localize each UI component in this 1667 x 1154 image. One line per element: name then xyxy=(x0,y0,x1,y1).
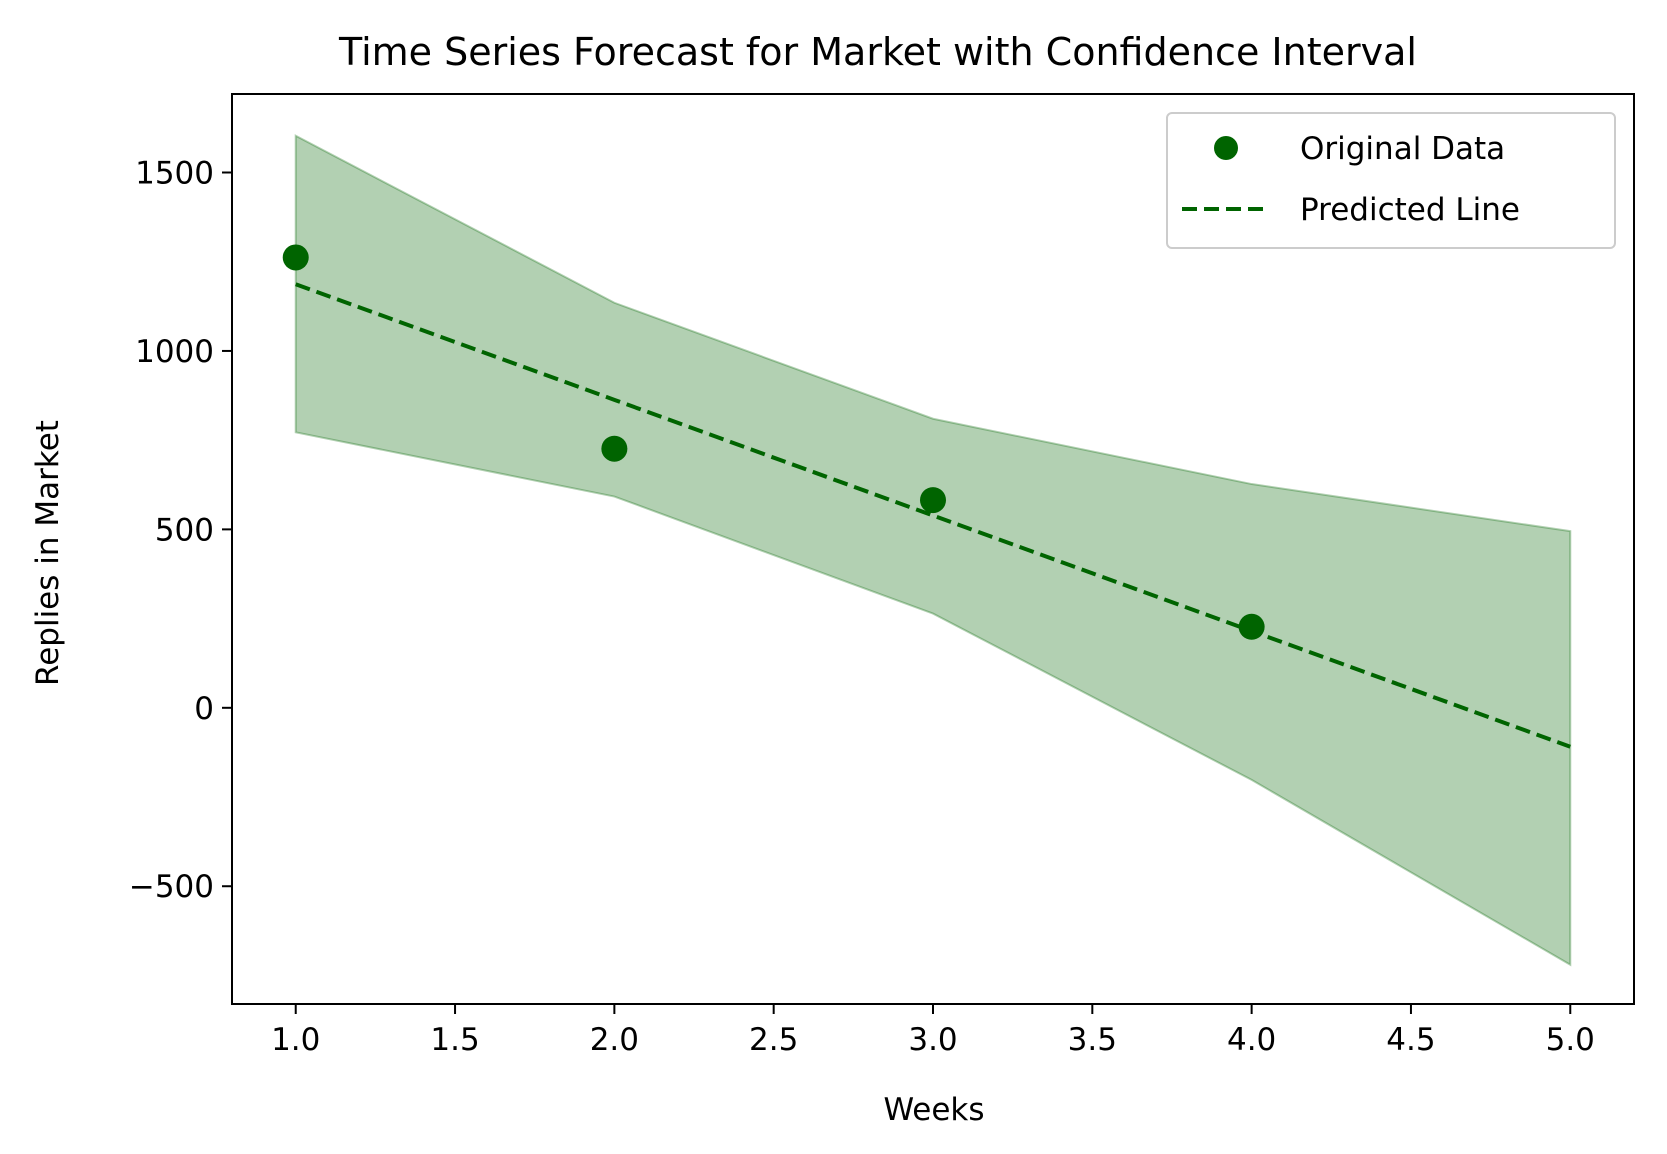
predicted-line xyxy=(295,282,1571,749)
data-point xyxy=(1238,613,1265,640)
x-tick-label: 4.5 xyxy=(1386,1022,1435,1058)
x-tick-label: 3.0 xyxy=(908,1022,957,1058)
x-tick-label: 1.5 xyxy=(430,1022,479,1058)
data-point xyxy=(920,487,946,514)
x-tick-label: 2.5 xyxy=(749,1022,798,1058)
x-axis-label: Weeks xyxy=(883,1092,984,1128)
x-tick-label: 5.0 xyxy=(1546,1022,1595,1058)
data-point xyxy=(282,244,309,271)
y-axis-label: Replies in Market xyxy=(30,420,66,686)
legend: Original Data Predicted Line xyxy=(1166,112,1616,249)
chart-title: Time Series Forecast for Market with Con… xyxy=(338,30,1417,74)
y-tick-label: 500 xyxy=(155,512,214,548)
confidence-interval-band xyxy=(294,134,1572,967)
x-tick-label: 4.0 xyxy=(1227,1022,1276,1058)
legend-marker-original-data xyxy=(1214,136,1238,160)
plot-frame xyxy=(231,93,1635,1005)
x-tick-label: 3.5 xyxy=(1068,1022,1117,1058)
data-point xyxy=(601,435,628,462)
x-tick-label: 1.0 xyxy=(271,1022,320,1058)
y-axis: −500 0 500 1000 1500 xyxy=(129,156,232,905)
y-tick-label: 1500 xyxy=(135,156,214,192)
y-tick-label: −500 xyxy=(129,869,214,905)
x-tick-label: 2.0 xyxy=(590,1022,639,1058)
y-tick-label: 0 xyxy=(194,691,214,727)
legend-box xyxy=(1166,112,1616,249)
legend-label-original-data: Original Data xyxy=(1300,131,1505,167)
plot-area xyxy=(282,134,1572,967)
y-tick-label: 1000 xyxy=(135,334,214,370)
legend-label-predicted-line: Predicted Line xyxy=(1300,192,1520,228)
x-axis: 1.0 1.5 2.0 2.5 3.0 3.5 4.0 4.5 5.0 xyxy=(271,1004,1595,1058)
